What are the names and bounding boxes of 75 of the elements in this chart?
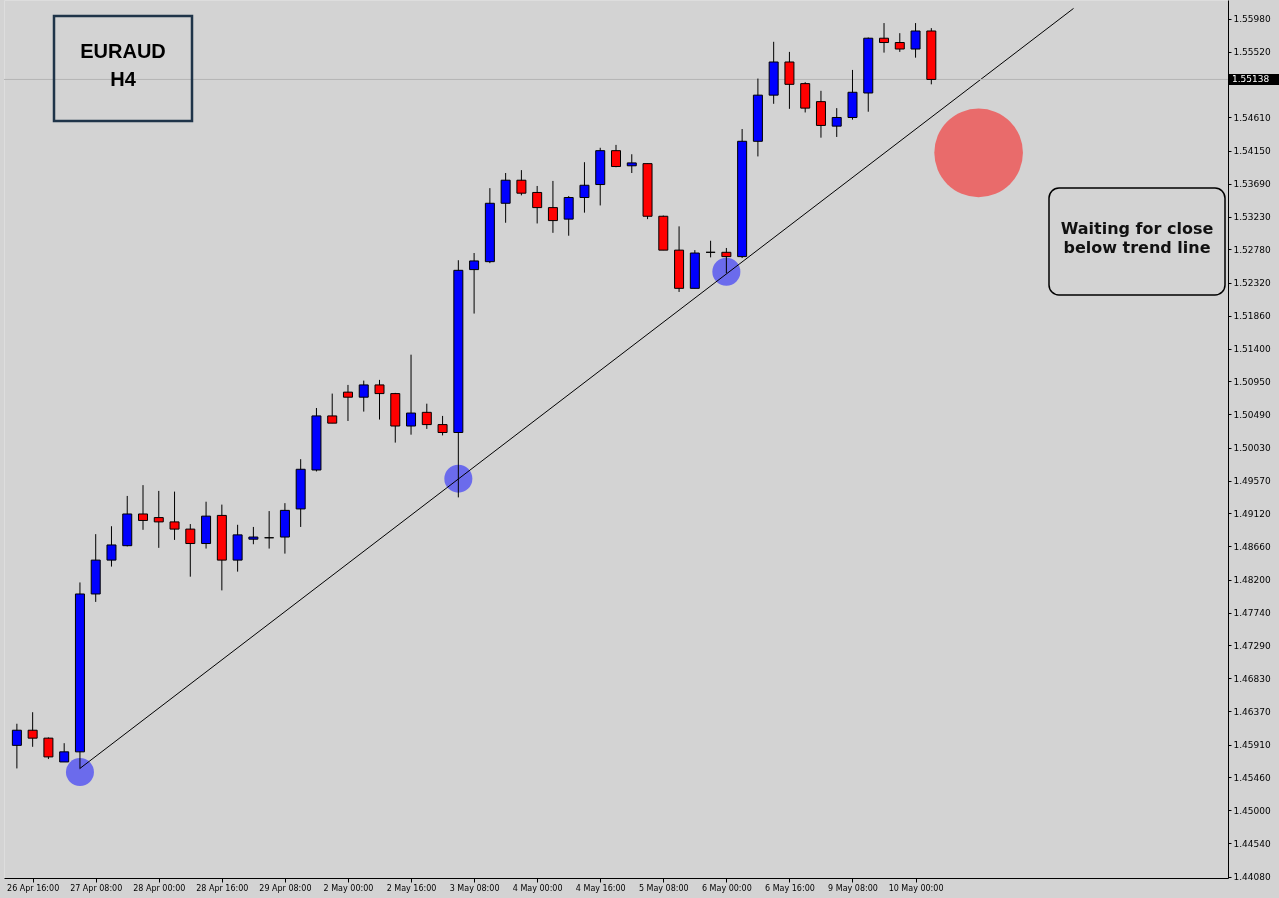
y-tick-label: 1.51400 [1233, 344, 1271, 355]
y-tick-label: 1.47290 [1233, 640, 1271, 651]
y-tick-label: 1.50950 [1233, 376, 1271, 387]
candlestick [879, 22, 890, 54]
candlestick [185, 523, 196, 578]
candlestick [815, 90, 826, 139]
candlestick [169, 491, 180, 541]
y-tick-label: 1.44540 [1233, 838, 1271, 849]
candlestick [153, 490, 164, 549]
candlestick [59, 742, 70, 763]
x-tick-label: 6 May 00:00 [701, 883, 752, 893]
candlestick [469, 252, 480, 315]
candlestick [421, 403, 432, 430]
candlestick [11, 723, 22, 769]
x-tick-label: 4 May 16:00 [575, 883, 626, 893]
x-tick-label: 6 May 16:00 [765, 883, 815, 893]
candlestick [579, 161, 590, 214]
candlestick [721, 247, 732, 274]
candlestick [894, 32, 905, 53]
candlestick [342, 384, 353, 422]
y-tick-label: 1.54150 [1233, 146, 1271, 157]
candlestick [910, 22, 921, 59]
y-tick-label: 1.52320 [1233, 278, 1271, 289]
x-tick-label: 28 Apr 16:00 [196, 883, 249, 893]
y-tick-label: 1.45910 [1233, 740, 1271, 751]
candlestick [358, 380, 369, 413]
candlestick [437, 415, 448, 436]
candlestick [406, 354, 417, 436]
text: EURAUD H4 [80, 40, 166, 90]
x-tick-label: 5 May 08:00 [638, 883, 689, 893]
annotation: Waiting for close below trend line [1060, 219, 1214, 257]
x-tick-label: 29 Apr 08:00 [259, 883, 312, 893]
x-tick-label: 4 May 00:00 [512, 883, 563, 893]
x-tick-label: 2 May 16:00 [386, 883, 437, 893]
y-tick-label: 1.55980 [1233, 14, 1271, 25]
y-tick-label: 1.49120 [1233, 508, 1271, 519]
candlestick [831, 107, 842, 138]
candlestick [784, 51, 795, 110]
candlestick [374, 379, 385, 421]
candlestick [27, 711, 38, 748]
x-tick-label: 9 May 08:00 [828, 883, 878, 893]
y-tick-label: 1.48200 [1233, 575, 1271, 586]
y-tick-label: 1.50490 [1233, 409, 1271, 420]
y-tick-label: 1.55520 [1233, 47, 1271, 58]
y-tick-label: 1.50030 [1233, 443, 1271, 454]
y-tick-label: 1.54610 [1233, 113, 1271, 123]
y-tick-label: 1.53230 [1233, 212, 1271, 223]
x-tick-label: 27 Apr 08:00 [70, 883, 123, 893]
x-tick-label: 26 Apr 16:00 [7, 883, 60, 893]
ref-line-label: 1.55138 [1232, 74, 1270, 85]
y-tick-label: 1.47740 [1233, 608, 1271, 619]
candlestick [516, 169, 527, 196]
y-tick-label: 1.48660 [1233, 541, 1271, 552]
candlestick [532, 185, 543, 224]
candlestick [327, 393, 338, 424]
x-tick-label: 28 Apr 00:00 [133, 883, 186, 893]
candlestick [106, 525, 117, 568]
y-tick-label: 1.49570 [1233, 476, 1271, 487]
y-tick-label: 1.46370 [1233, 706, 1271, 717]
x-tick-label: 3 May 08:00 [449, 883, 500, 893]
x-tick-label: 10 May 00:00 [888, 883, 944, 893]
candlestick [563, 195, 574, 237]
y-tick-label: 1.46830 [1233, 673, 1271, 684]
candlestick [626, 153, 637, 174]
x-tick-label: 2 May 00:00 [323, 883, 374, 893]
candlestick [500, 172, 511, 224]
candlestick [43, 736, 54, 760]
y-tick-label: 1.53690 [1233, 179, 1271, 190]
y-tick-label: 1.52780 [1233, 244, 1271, 255]
y-tick-label: 1.51860 [1233, 311, 1271, 322]
y-tick-label: 1.45460 [1233, 772, 1271, 783]
y-tick-label: 1.45000 [1233, 805, 1271, 816]
y-tick-label: 1.44080 [1233, 872, 1271, 883]
candlestick [138, 484, 149, 531]
candlestick [547, 180, 558, 234]
